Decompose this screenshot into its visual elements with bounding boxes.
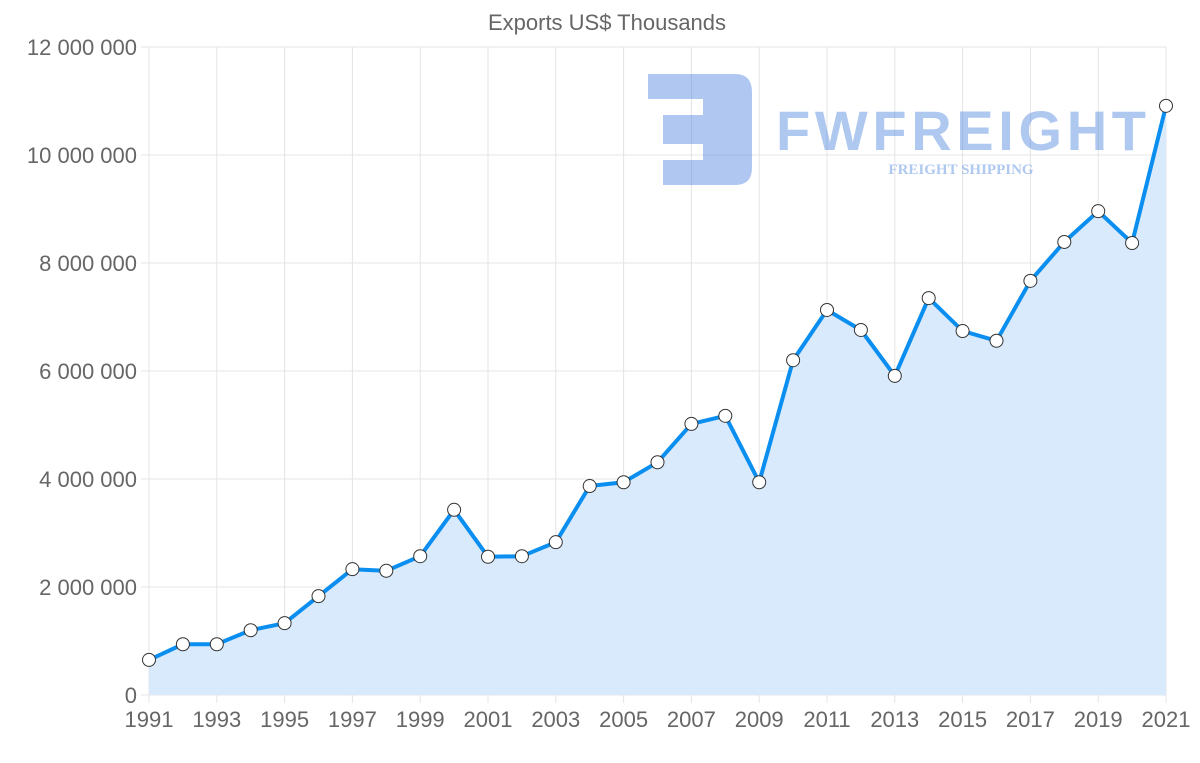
- x-tick-label: 1995: [260, 707, 309, 732]
- area-fill: [149, 105, 1166, 695]
- data-point: [989, 333, 1004, 348]
- data-point: [684, 416, 699, 431]
- data-point: [1023, 273, 1038, 288]
- fwfreight-watermark-logo: FWFREIGHT FREIGHT SHIPPING: [648, 74, 1146, 185]
- y-tick-label: 0: [125, 683, 137, 708]
- y-axis-ticks: 0 2 000 000 4 000 000 6 000 000 8 000 000 10 …: [27, 35, 137, 708]
- y-tick-label: 12 000 000: [27, 35, 137, 60]
- data-point: [514, 549, 529, 564]
- data-point: [616, 475, 631, 490]
- x-tick-label: 2021: [1142, 707, 1191, 732]
- data-point: [277, 616, 292, 631]
- data-point: [345, 562, 360, 577]
- data-point: [921, 291, 936, 306]
- data-point: [820, 302, 834, 317]
- x-tick-label: 2015: [938, 707, 987, 732]
- x-tick-label: 2007: [667, 707, 716, 732]
- x-tick-label: 2013: [870, 707, 919, 732]
- area-fill-path: [149, 105, 1166, 695]
- data-point: [379, 563, 394, 578]
- data-point: [786, 353, 801, 368]
- x-tick-label: 1993: [192, 707, 241, 732]
- x-tick-label: 2001: [464, 707, 513, 732]
- x-tick-label: 1997: [328, 707, 377, 732]
- x-tick-label: 2003: [531, 707, 580, 732]
- svg-text:FWFREIGHT: FWFREIGHT: [776, 99, 1146, 162]
- svg-text:FREIGHT SHIPPING: FREIGHT SHIPPING: [888, 162, 1033, 178]
- data-point: [1125, 236, 1140, 251]
- x-tick-label: 2019: [1074, 707, 1123, 732]
- data-point: [650, 455, 665, 470]
- data-point: [209, 637, 224, 652]
- data-point: [447, 502, 462, 517]
- data-point: [481, 549, 495, 564]
- data-points: [142, 98, 1173, 667]
- y-tick-label: 2 000 000: [39, 575, 137, 600]
- data-point: [243, 623, 258, 638]
- data-point: [752, 475, 767, 490]
- data-point: [142, 652, 156, 667]
- data-point: [311, 589, 326, 604]
- y-tick-label: 8 000 000: [39, 251, 137, 276]
- data-point: [582, 479, 597, 494]
- data-point: [718, 408, 733, 423]
- x-axis-ticks: 1991 1993 1995 1997 1999 2001 2003 2005 2007 2009…: [125, 707, 1191, 732]
- x-tick-label: 2017: [1006, 707, 1055, 732]
- data-point: [175, 637, 190, 652]
- data-point: [887, 368, 902, 383]
- x-tick-label: 1999: [396, 707, 445, 732]
- y-tick-label: 6 000 000: [39, 359, 137, 384]
- y-tick-label: 10 000 000: [27, 143, 137, 168]
- data-point: [955, 324, 970, 339]
- data-point: [1057, 234, 1072, 249]
- x-tick-label: 2005: [599, 707, 648, 732]
- data-point: [548, 535, 563, 550]
- y-tick-label: 4 000 000: [39, 467, 137, 492]
- data-point: [853, 322, 868, 337]
- data-point: [413, 549, 428, 564]
- x-tick-label: 2011: [803, 707, 850, 732]
- chart-title: Exports US$ Thousands: [488, 10, 726, 35]
- data-point: [1091, 204, 1106, 219]
- x-tick-label: 2009: [735, 707, 784, 732]
- data-point: [1159, 98, 1173, 113]
- x-tick-label: 1991: [125, 707, 174, 732]
